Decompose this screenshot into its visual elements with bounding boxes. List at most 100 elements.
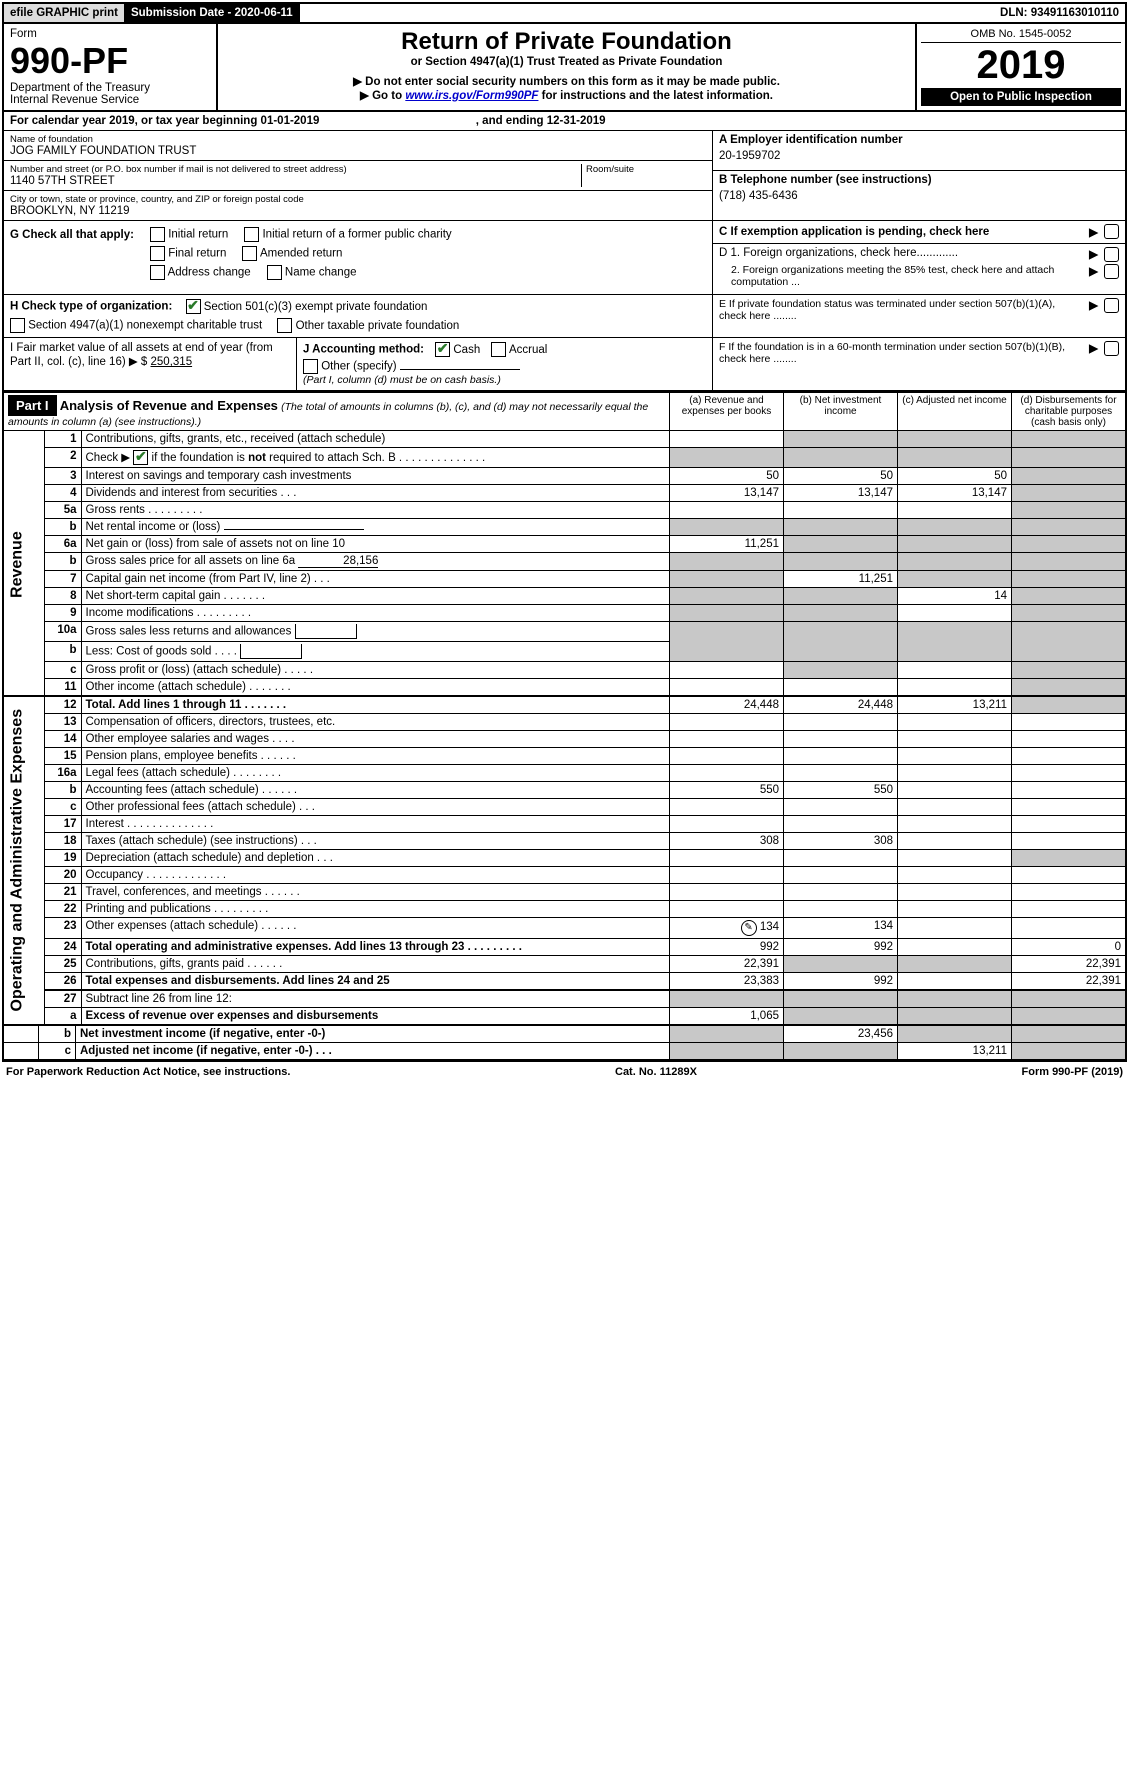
- chk-accrual[interactable]: [491, 342, 506, 357]
- chk-d1[interactable]: [1104, 247, 1119, 262]
- row-6b: b Gross sales price for all assets on li…: [4, 553, 1125, 571]
- part1-header-row: Part I Analysis of Revenue and Expenses …: [4, 393, 1125, 431]
- r5b-num: b: [44, 519, 81, 536]
- r16a-desc: Legal fees (attach schedule) . . . . . .…: [81, 765, 670, 782]
- r10c-num: c: [44, 662, 81, 679]
- chk-name-change[interactable]: [267, 265, 282, 280]
- r26-a: 23,383: [670, 973, 784, 991]
- chk-f[interactable]: [1104, 341, 1119, 356]
- g-row: G Check all that apply: Initial return I…: [10, 227, 706, 242]
- c-label: C If exemption application is pending, c…: [719, 226, 1083, 238]
- chk-e[interactable]: [1104, 298, 1119, 313]
- row-27: 27Subtract line 26 from line 12:: [4, 990, 1125, 1008]
- form-frame: efile GRAPHIC print Submission Date - 20…: [2, 2, 1127, 1062]
- row-20: 20Occupancy . . . . . . . . . . . . .: [4, 867, 1125, 884]
- row-26: 26 Total expenses and disbursements. Add …: [4, 973, 1125, 991]
- r20-num: 20: [44, 867, 81, 884]
- r22-desc: Printing and publications . . . . . . . …: [81, 901, 670, 918]
- h-e-block: H Check type of organization: ✔ Section …: [4, 295, 1125, 338]
- r23-num: 23: [44, 918, 81, 939]
- form-number: 990-PF: [10, 40, 210, 82]
- h-o3: Other taxable private foundation: [296, 320, 460, 332]
- row-27a: aExcess of revenue over expenses and dis…: [4, 1008, 1125, 1025]
- row-9: 9 Income modifications . . . . . . . . .: [4, 605, 1125, 622]
- col-c-hdr: (c) Adjusted net income: [898, 393, 1012, 431]
- part1-title: Analysis of Revenue and Expenses: [60, 398, 278, 413]
- r24-b: 992: [784, 939, 898, 956]
- r4-b: 13,147: [784, 485, 898, 502]
- cal-text-a: For calendar year 2019, or tax year begi…: [10, 115, 261, 127]
- r26-desc: Total expenses and disbursements. Add li…: [86, 975, 390, 987]
- col-b-hdr: (b) Net investment income: [784, 393, 898, 431]
- r22-num: 22: [44, 901, 81, 918]
- r18-desc: Taxes (attach schedule) (see instruction…: [81, 833, 670, 850]
- attachment-icon[interactable]: ✎: [741, 920, 757, 936]
- r10a-desc: Gross sales less returns and allowances: [81, 622, 670, 642]
- note-2-post: for instructions and the latest informat…: [542, 90, 773, 102]
- chk-initial-return[interactable]: [150, 227, 165, 242]
- r9-num: 9: [44, 605, 81, 622]
- irs-link[interactable]: www.irs.gov/Form990PF: [405, 90, 538, 102]
- row-21: 21Travel, conferences, and meetings . . …: [4, 884, 1125, 901]
- r13-desc: Compensation of officers, directors, tru…: [81, 714, 670, 731]
- c-row: C If exemption application is pending, c…: [719, 224, 1119, 239]
- dln-label: DLN:: [1000, 7, 1031, 19]
- g-o5: Address change: [168, 267, 251, 279]
- r3-desc: Interest on savings and temporary cash i…: [81, 468, 670, 485]
- form-word: Form: [10, 28, 210, 40]
- r26-num: 26: [44, 973, 81, 991]
- r27c-num: c: [39, 1043, 76, 1060]
- r6b-u: 28,156: [298, 555, 378, 568]
- r2-num: 2: [44, 448, 81, 468]
- r25-a: 22,391: [670, 956, 784, 973]
- row-16c: cOther professional fees (attach schedul…: [4, 799, 1125, 816]
- phone-label: B Telephone number (see instructions): [719, 174, 1119, 186]
- row-19: 19Depreciation (attach schedule) and dep…: [4, 850, 1125, 867]
- chk-other-taxable[interactable]: [277, 318, 292, 333]
- addr-value: 1140 57TH STREET: [10, 175, 581, 187]
- r8-c: 14: [898, 588, 1012, 605]
- r4-desc: Dividends and interest from securities .…: [81, 485, 670, 502]
- row-14: 14Other employee salaries and wages . . …: [4, 731, 1125, 748]
- r13-num: 13: [44, 714, 81, 731]
- row-16b: bAccounting fees (attach schedule) . . .…: [4, 782, 1125, 799]
- row-18: 18Taxes (attach schedule) (see instructi…: [4, 833, 1125, 850]
- footer-row: For Paperwork Reduction Act Notice, see …: [0, 1064, 1129, 1080]
- row-13: 13Compensation of officers, directors, t…: [4, 714, 1125, 731]
- f-label: F If the foundation is in a 60-month ter…: [719, 341, 1083, 365]
- chk-4947[interactable]: [10, 318, 25, 333]
- row-4: 4 Dividends and interest from securities…: [4, 485, 1125, 502]
- chk-501c3[interactable]: ✔: [186, 299, 201, 314]
- row-5a: 5a Gross rents . . . . . . . . .: [4, 502, 1125, 519]
- row-11: 11 Other income (attach schedule) . . . …: [4, 679, 1125, 697]
- j-note: (Part I, column (d) must be on cash basi…: [303, 374, 706, 386]
- d2-label: 2. Foreign organizations meeting the 85%…: [719, 264, 1083, 288]
- topbar: efile GRAPHIC print Submission Date - 20…: [4, 4, 1125, 24]
- row-27b: bNet investment income (if negative, ent…: [4, 1026, 1125, 1043]
- chk-c[interactable]: [1104, 224, 1119, 239]
- cal-end: 12-31-2019: [547, 115, 606, 127]
- r12-desc: Total. Add lines 1 through 11 . . . . . …: [86, 699, 287, 711]
- r10c-desc: Gross profit or (loss) (attach schedule)…: [81, 662, 670, 679]
- row-24: 24Total operating and administrative exp…: [4, 939, 1125, 956]
- chk-cash[interactable]: ✔: [435, 342, 450, 357]
- efile-btn[interactable]: efile GRAPHIC print: [4, 4, 125, 22]
- row-3: 3 Interest on savings and temporary cash…: [4, 468, 1125, 485]
- chk-sch-b[interactable]: ✔: [133, 450, 148, 465]
- header-left: Form 990-PF Department of the Treasury I…: [4, 24, 218, 110]
- chk-initial-former[interactable]: [244, 227, 259, 242]
- chk-amended-return[interactable]: [242, 246, 257, 261]
- part1-table: Part I Analysis of Revenue and Expenses …: [4, 392, 1125, 1025]
- row-2: 2 Check ▶ ✔ if the foundation is not req…: [4, 448, 1125, 468]
- r16a-num: 16a: [44, 765, 81, 782]
- r21-desc: Travel, conferences, and meetings . . . …: [81, 884, 670, 901]
- chk-d2[interactable]: [1104, 264, 1119, 279]
- chk-other-method[interactable]: [303, 359, 318, 374]
- chk-address-change[interactable]: [150, 265, 165, 280]
- chk-final-return[interactable]: [150, 246, 165, 261]
- h-o2: Section 4947(a)(1) nonexempt charitable …: [28, 320, 262, 332]
- j-other: Other (specify): [321, 361, 396, 373]
- ein-label: A Employer identification number: [719, 134, 1119, 146]
- r26-d: 22,391: [1012, 973, 1126, 991]
- i-box: I Fair market value of all assets at end…: [4, 338, 297, 390]
